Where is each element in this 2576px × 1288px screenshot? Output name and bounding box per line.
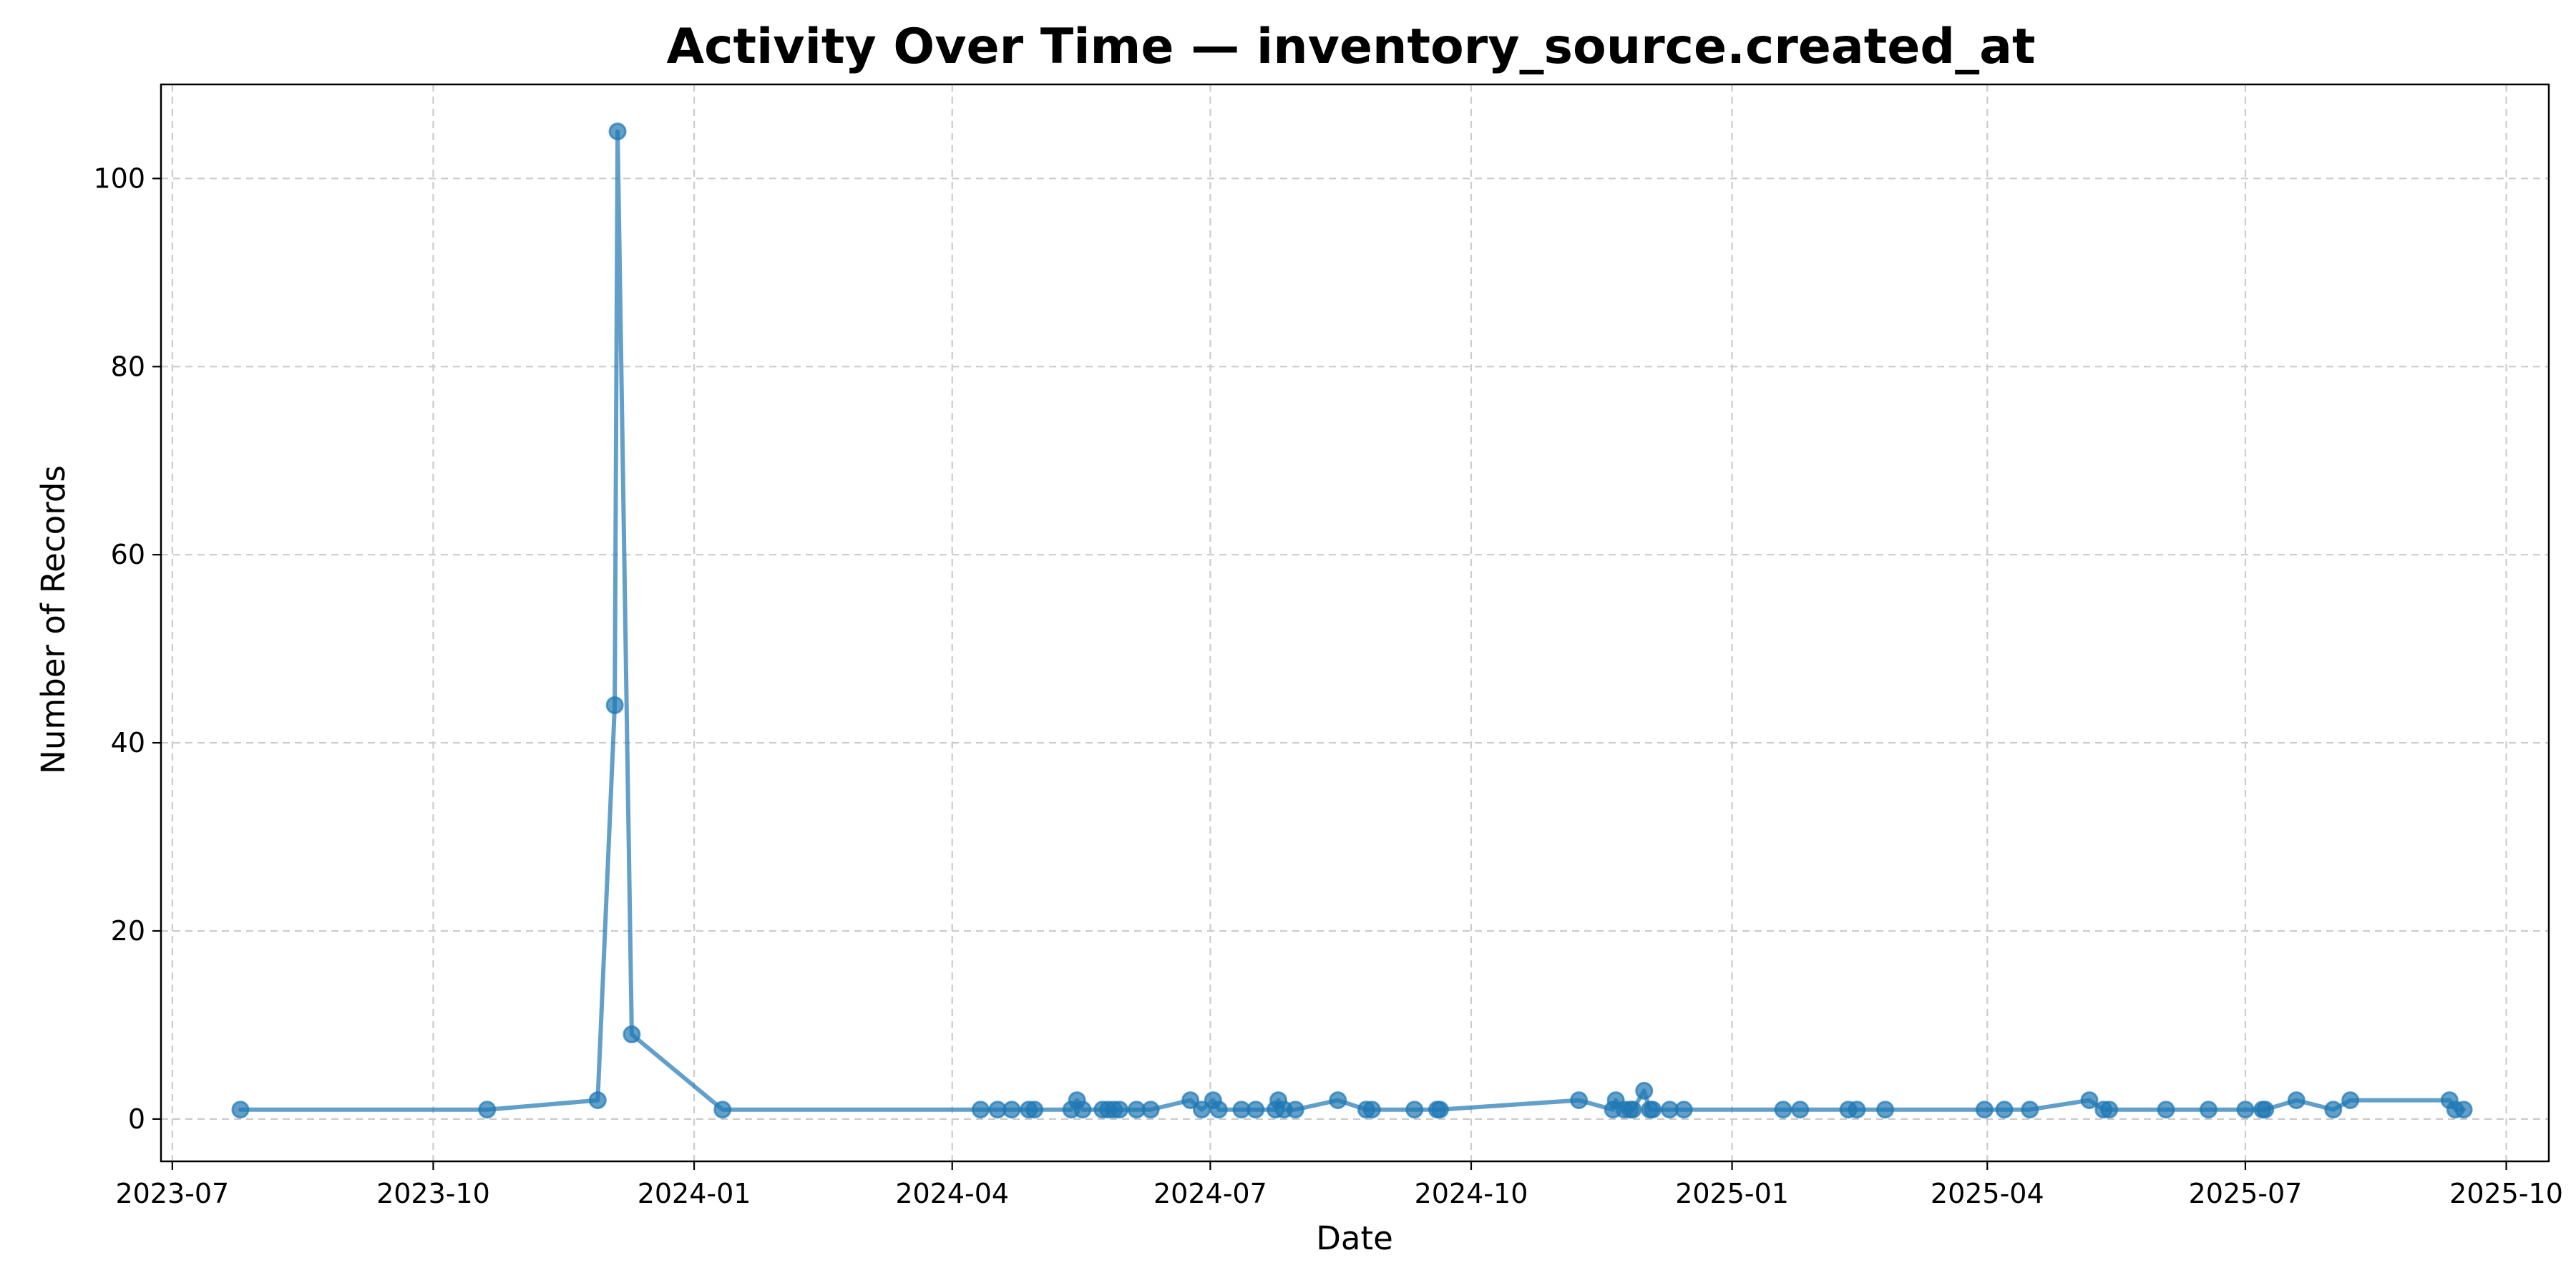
data-point — [1570, 1091, 1589, 1110]
y-tick-label: 20 — [111, 915, 145, 947]
data-point — [1192, 1101, 1211, 1119]
x-tick-label: 2025-01 — [1675, 1178, 1789, 1209]
x-axis-label: Date — [1316, 1219, 1393, 1257]
data-point — [2236, 1101, 2255, 1119]
data-point — [1848, 1101, 1866, 1119]
y-tick-label: 80 — [111, 351, 145, 382]
grid — [161, 84, 2549, 1161]
x-tick-label: 2024-01 — [638, 1178, 751, 1209]
data-point — [2100, 1101, 2119, 1119]
x-tick-label: 2025-10 — [2449, 1178, 2563, 1209]
data-point — [1073, 1101, 1092, 1119]
data-point — [1209, 1101, 1228, 1119]
data-point — [971, 1101, 990, 1119]
y-axis-label: Number of Records — [34, 465, 72, 774]
x-tick-label: 2024-04 — [895, 1178, 1009, 1209]
data-point — [2157, 1101, 2175, 1119]
y-axis: 0 20 40 60 80 100 — [93, 162, 161, 1135]
data-series — [231, 122, 2473, 1119]
x-tick-label: 2025-04 — [1931, 1178, 2044, 1209]
data-point — [2199, 1101, 2218, 1119]
data-point — [1405, 1101, 1424, 1119]
data-point — [2324, 1101, 2343, 1119]
data-point — [1674, 1101, 1693, 1119]
y-tick-label: 40 — [111, 727, 145, 758]
data-point — [1329, 1091, 1347, 1110]
data-point — [1286, 1101, 1304, 1119]
data-point — [478, 1101, 497, 1119]
x-tick-label: 2023-07 — [115, 1178, 229, 1209]
data-point — [1141, 1101, 1160, 1119]
data-point — [588, 1091, 607, 1110]
data-point — [1025, 1101, 1044, 1119]
data-point — [1246, 1101, 1265, 1119]
data-point — [2341, 1091, 2360, 1110]
x-tick-label: 2025-07 — [2189, 1178, 2303, 1209]
y-tick-label: 60 — [111, 539, 145, 570]
data-point — [2287, 1091, 2306, 1110]
data-point — [1362, 1101, 1381, 1119]
data-point — [1002, 1101, 1021, 1119]
data-point — [1644, 1101, 1662, 1119]
data-point — [2256, 1101, 2275, 1119]
data-point — [1111, 1101, 1129, 1119]
data-point — [1876, 1101, 1895, 1119]
data-point — [623, 1025, 641, 1044]
chart-title: Activity Over Time — inventory_source.cr… — [667, 19, 2036, 75]
x-axis: 2023-07 2023-10 2024-01 2024-04 2024-07 2024-… — [115, 1161, 2563, 1209]
y-tick-label: 100 — [93, 162, 145, 194]
data-point — [2080, 1091, 2099, 1110]
y-tick-label: 0 — [128, 1103, 145, 1135]
data-point — [713, 1101, 732, 1119]
data-point — [1791, 1101, 1810, 1119]
x-tick-label: 2023-10 — [376, 1178, 490, 1209]
data-point — [231, 1101, 250, 1119]
x-tick-label: 2024-10 — [1415, 1178, 1528, 1209]
data-point — [1430, 1101, 1449, 1119]
data-point — [1975, 1101, 1994, 1119]
data-point — [1774, 1101, 1792, 1119]
data-point — [605, 696, 624, 715]
data-point — [1624, 1101, 1642, 1119]
x-tick-label: 2024-07 — [1153, 1178, 1267, 1209]
data-point — [1995, 1101, 2014, 1119]
data-point — [1181, 1091, 1200, 1110]
plot-area-frame — [160, 83, 2550, 1163]
data-point — [2021, 1101, 2039, 1119]
data-point — [1635, 1081, 1654, 1100]
data-point — [608, 122, 627, 141]
data-point — [2454, 1101, 2473, 1119]
